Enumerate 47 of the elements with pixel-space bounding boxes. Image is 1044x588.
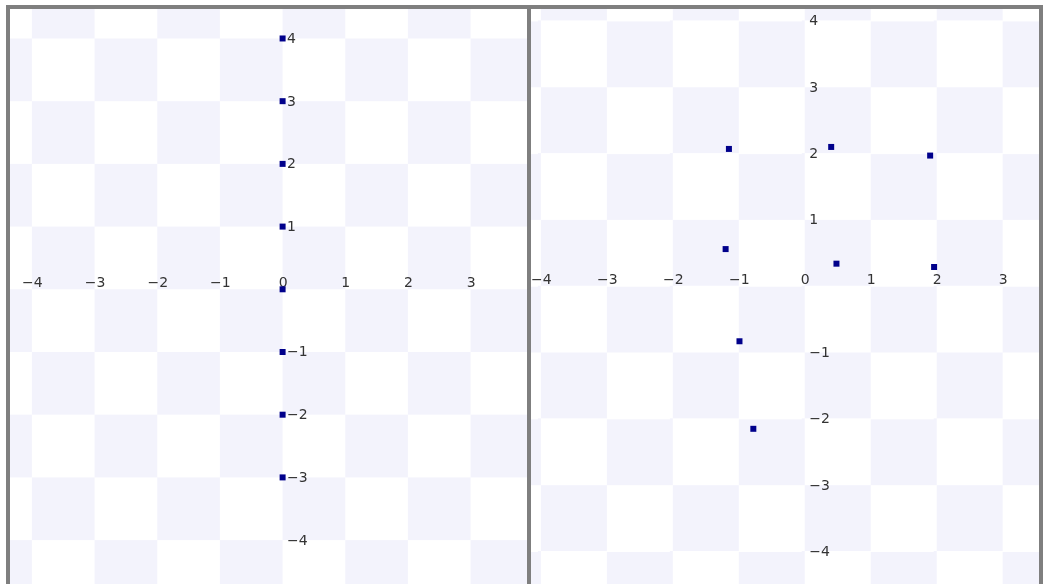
y-tick-label: −2 — [287, 406, 308, 423]
point — [927, 152, 934, 159]
y-tick-label: −3 — [809, 476, 830, 493]
x-tick-label: 3 — [466, 273, 476, 290]
x-tick-label: −4 — [22, 273, 43, 290]
point — [750, 425, 757, 432]
point — [279, 160, 286, 167]
y-tick-label: −4 — [287, 531, 308, 548]
point — [279, 98, 286, 105]
point — [279, 348, 286, 355]
x-tick-label: −1 — [210, 273, 231, 290]
point — [725, 145, 732, 152]
y-tick-label: 4 — [287, 29, 297, 46]
x-tick-label: 2 — [403, 273, 413, 290]
x-tick-label: −2 — [147, 273, 169, 290]
point — [279, 411, 286, 418]
y-tick-label: −3 — [287, 468, 308, 485]
y-tick-label: 2 — [809, 145, 819, 162]
x-tick-label: 3 — [998, 270, 1008, 287]
y-tick-label: −4 — [809, 543, 831, 559]
y-tick-label: 3 — [809, 78, 819, 95]
y-tick-label: 1 — [287, 218, 297, 235]
point — [722, 246, 729, 253]
y-tick-label: 3 — [287, 92, 297, 109]
point — [279, 474, 286, 481]
y-tick-label: 2 — [287, 155, 297, 172]
x-tick-label: 0 — [278, 273, 288, 290]
point — [279, 35, 286, 42]
x-tick-label: −3 — [84, 273, 106, 290]
point — [828, 143, 835, 150]
y-tick-label: 1 — [809, 211, 819, 228]
x-tick-label: −4 — [531, 270, 552, 287]
y-tick-label: −1 — [809, 344, 830, 361]
x-tick-label: −1 — [729, 270, 750, 287]
point — [833, 260, 840, 267]
point — [736, 338, 743, 345]
x-tick-label: −3 — [597, 270, 618, 287]
x-tick-label: 0 — [800, 270, 810, 287]
point — [931, 263, 938, 270]
x-tick-label: 1 — [341, 273, 351, 290]
x-tick-label: 1 — [866, 270, 876, 287]
point — [279, 223, 286, 230]
y-tick-label: −1 — [287, 343, 308, 360]
y-tick-label: 4 — [809, 12, 819, 29]
x-tick-label: 2 — [932, 270, 942, 287]
y-tick-label: −2 — [809, 410, 830, 427]
x-tick-label: −2 — [663, 270, 684, 287]
